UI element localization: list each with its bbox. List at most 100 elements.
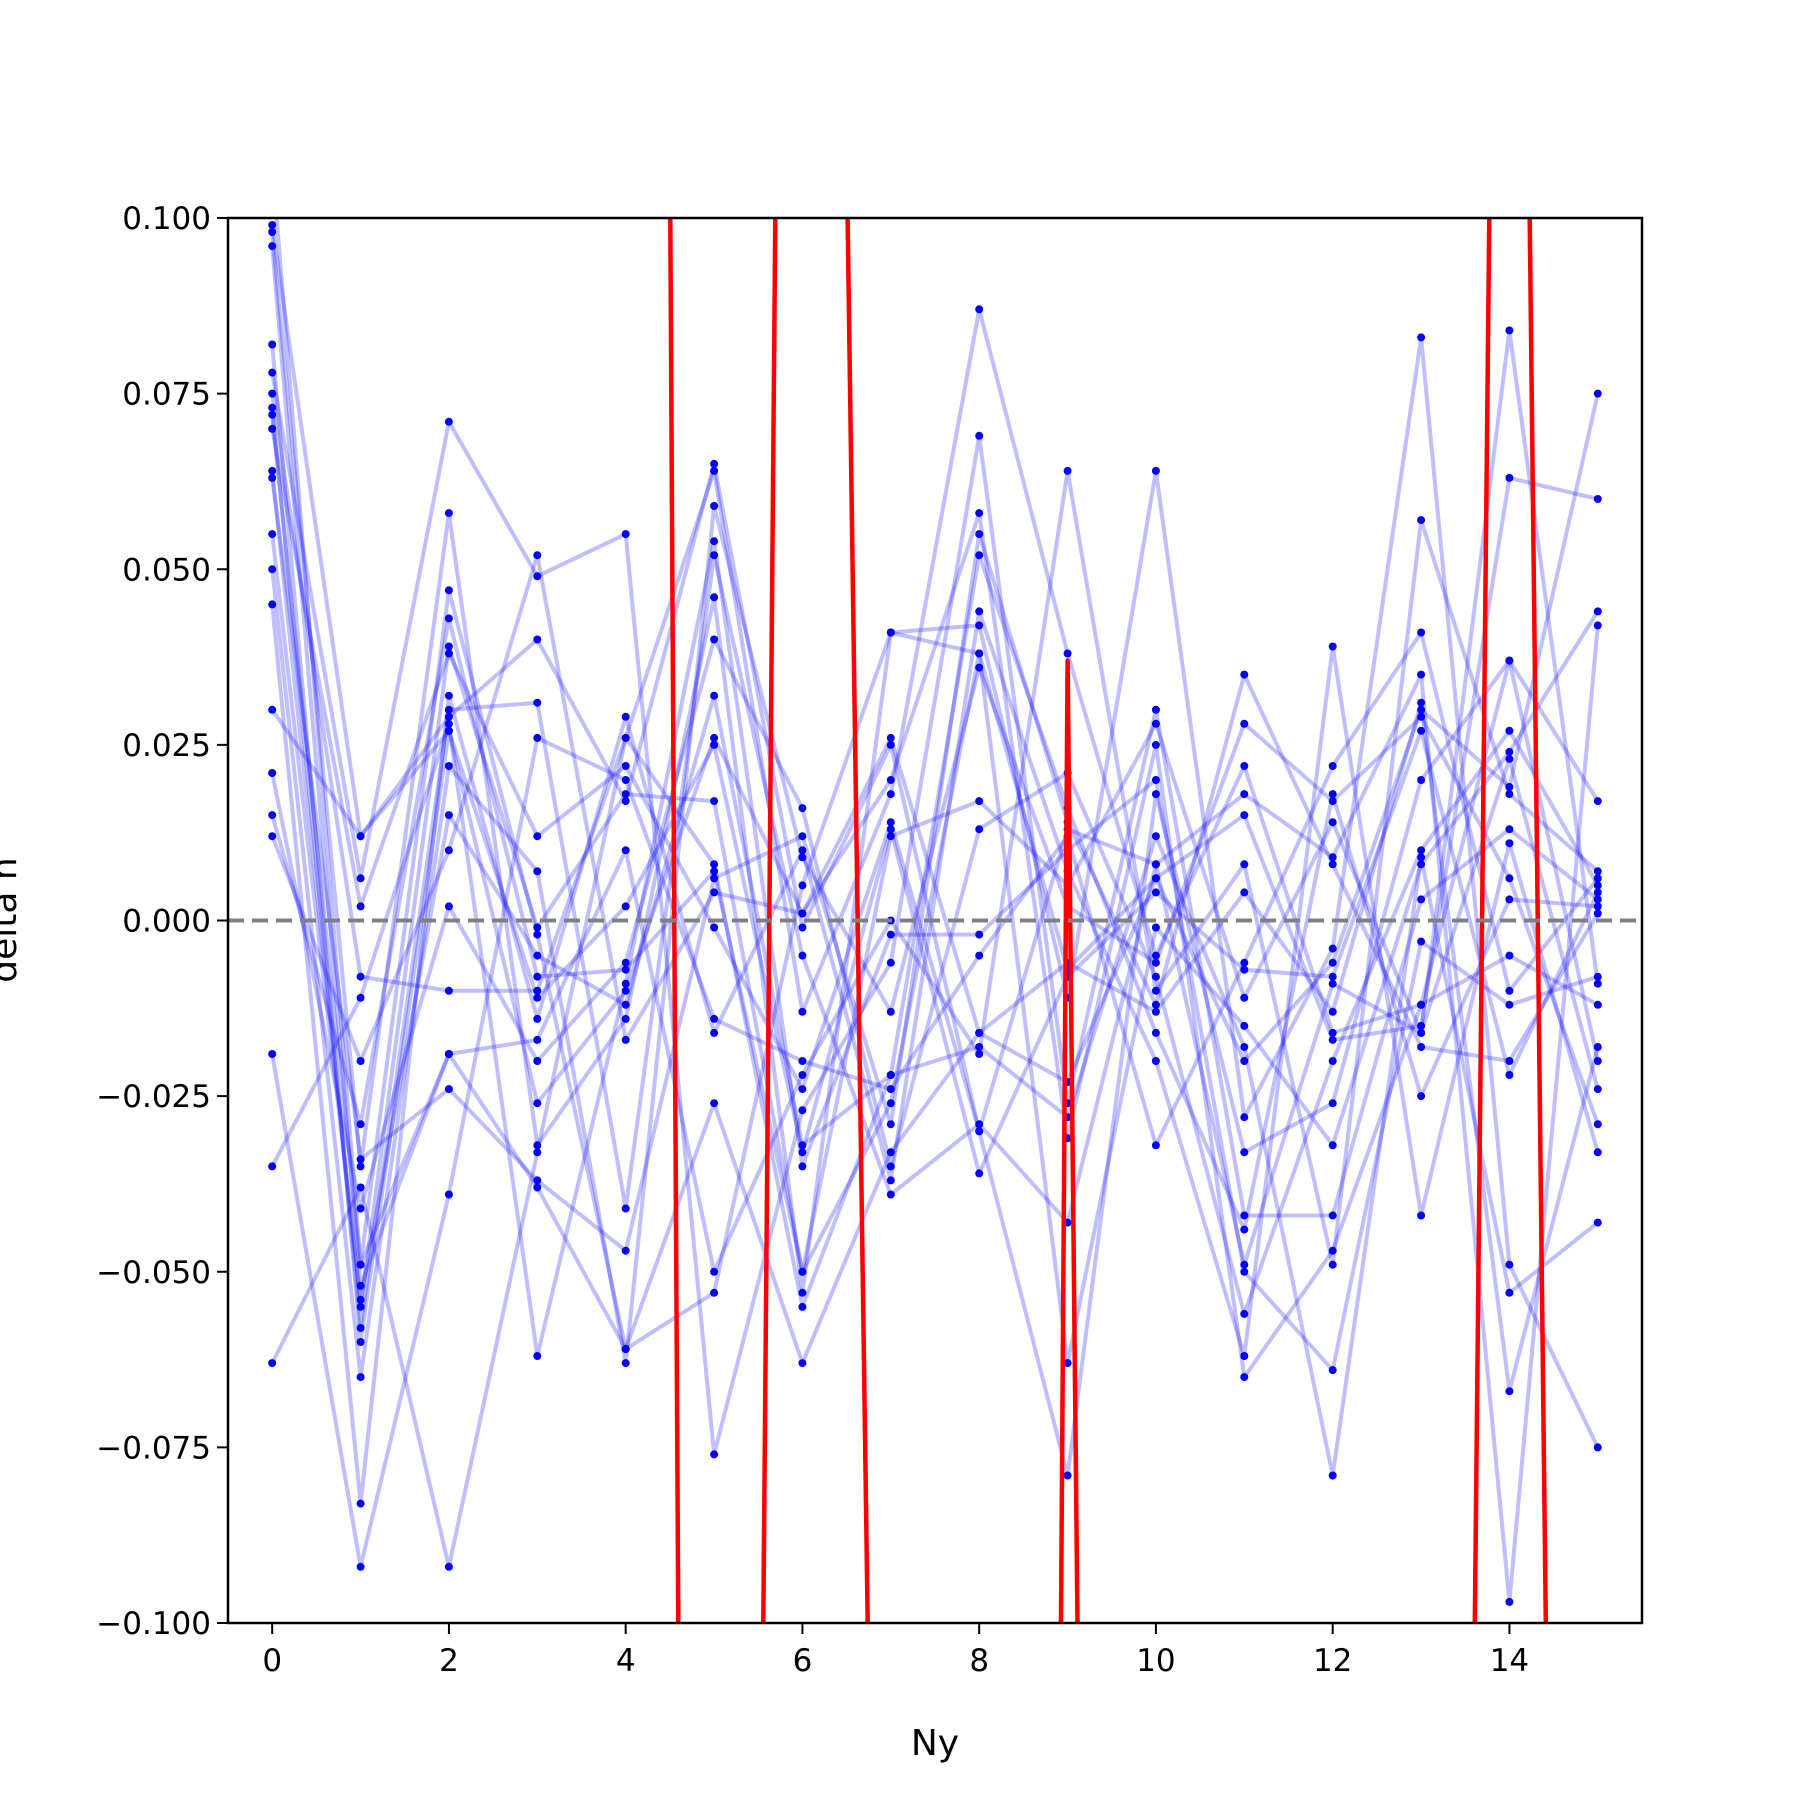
data-point-13-1 [356,1499,365,1508]
data-point-20-14 [1505,895,1514,904]
data-point-20-4 [621,733,630,742]
data-point-8-11 [1240,1148,1249,1157]
data-point-16-7 [886,832,895,841]
data-point-14-7 [886,825,895,834]
data-point-18-10 [1151,1141,1160,1150]
data-point-0-15 [1593,979,1602,988]
data-point-18-7 [886,1085,895,1094]
data-point-19-4 [621,979,630,988]
data-point-3-8 [975,509,984,518]
data-point-2-0 [268,242,277,251]
data-point-21-13 [1417,705,1426,714]
data-point-9-11 [1240,1021,1249,1030]
data-point-7-5 [710,1267,719,1276]
data-point-6-8 [975,1120,984,1129]
data-point-16-15 [1593,1085,1602,1094]
data-point-17-0 [268,832,277,841]
data-point-8-14 [1505,656,1514,665]
data-point-11-10 [1151,832,1160,841]
data-point-2-7 [886,1148,895,1157]
data-point-6-11 [1240,790,1249,799]
data-point-10-8 [975,530,984,539]
data-point-2-6 [798,1359,807,1368]
data-point-7-2 [444,1050,453,1058]
data-point-7-15 [1593,867,1602,876]
data-point-10-7 [886,1120,895,1129]
data-point-1-11 [1240,1113,1249,1122]
series-line-7 [270,414,1600,1274]
data-point-1-5 [710,593,719,602]
data-point-14-15 [1593,888,1602,897]
data-point-7-12 [1328,1260,1337,1269]
data-point-4-11 [1240,1211,1249,1220]
data-point-14-2 [444,726,453,735]
data-point-20-7 [886,1071,895,1079]
data-point-17-15 [1593,1043,1602,1051]
data-point-2-14 [1505,473,1514,482]
data-point-0-5 [710,459,719,468]
data-point-10-12 [1328,860,1337,869]
data-point-8-4 [621,762,630,770]
data-point-3-10 [1151,740,1160,749]
data-point-21-2 [444,586,453,595]
data-point-19-0 [268,1162,277,1171]
data-point-13-10 [1151,1057,1160,1065]
data-point-11-5 [710,691,719,700]
data-point-1-2 [444,509,453,518]
data-point-3-0 [268,340,277,349]
data-point-3-4 [621,986,630,995]
data-point-18-12 [1328,762,1337,770]
data-point-12-15 [1593,1120,1602,1129]
data-point-13-5 [710,1028,719,1037]
y-axis-label: delta h [0,857,25,982]
data-point-19-11 [1240,1267,1249,1276]
data-point-16-1 [356,1120,365,1129]
data-point-10-6 [798,832,807,841]
data-point-8-2 [444,649,453,658]
data-point-0-4 [621,797,630,806]
series-line-13 [270,604,1600,1506]
data-point-15-14 [1505,726,1514,735]
data-point-17-5 [710,888,719,897]
data-point-20-15 [1593,902,1602,911]
data-point-12-0 [268,565,277,574]
data-point-8-7 [886,818,895,827]
data-point-15-2 [444,902,453,911]
data-point-5-1 [356,972,365,981]
data-point-6-10 [1151,860,1160,869]
data-point-15-11 [1240,1309,1249,1318]
data-point-13-12 [1328,642,1337,651]
data-point-10-4 [621,1246,630,1255]
data-point-9-10 [1151,923,1160,932]
data-point-20-5 [710,860,719,869]
data-point-7-9 [1063,466,1072,475]
data-point-13-6 [798,846,807,855]
x-tick-label-4: 4 [616,1643,636,1679]
series-layer [270,218,1600,1604]
data-point-17-14 [1505,1387,1514,1396]
y-tick-label-7: 0.075 [122,377,211,413]
data-point-21-14 [1505,783,1514,791]
data-point-10-2 [444,1085,453,1094]
x-tick-label-12: 12 [1313,1643,1352,1679]
data-point-4-4 [621,530,630,539]
data-point-0-3 [533,635,542,644]
data-point-17-1 [356,1057,365,1065]
data-point-20-11 [1240,1225,1249,1234]
data-point-15-7 [886,1162,895,1171]
data-point-18-5 [710,1014,719,1023]
data-point-11-3 [533,951,542,960]
series-line-11 [270,533,1600,1478]
data-point-18-15 [1593,874,1602,883]
data-point-8-10 [1151,790,1160,799]
data-point-10-5 [710,874,719,883]
data-point-0-12 [1328,979,1337,988]
data-point-19-3 [533,1352,542,1360]
data-point-4-8 [975,431,984,440]
data-point-7-0 [268,410,277,419]
data-point-6-2 [444,705,453,714]
data-point-11-14 [1505,1288,1514,1297]
data-point-21-7 [886,628,895,637]
data-point-9-4 [621,790,630,799]
data-point-6-5 [710,551,719,560]
